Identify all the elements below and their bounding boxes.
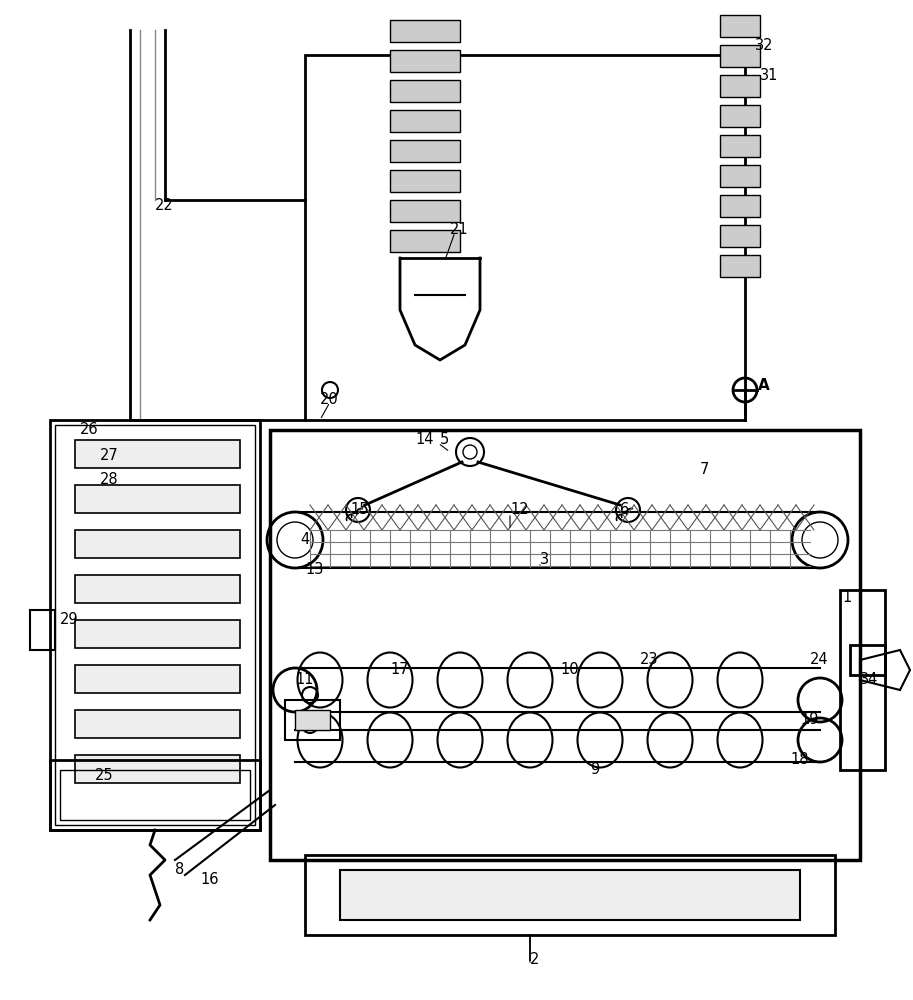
Text: 15: 15	[350, 502, 369, 518]
Bar	[55, 425, 255, 825]
Bar	[390, 50, 460, 72]
Text: 25: 25	[95, 768, 113, 782]
Bar	[295, 710, 330, 730]
Bar	[720, 75, 760, 97]
Text: 19: 19	[800, 712, 818, 728]
Bar	[720, 15, 760, 37]
Bar	[75, 620, 240, 648]
Text: 3: 3	[540, 552, 549, 568]
Bar	[285, 700, 340, 740]
Text: 2: 2	[530, 952, 540, 968]
Text: 34: 34	[860, 672, 878, 688]
Bar	[720, 195, 760, 217]
Bar	[390, 230, 460, 252]
Bar	[720, 255, 760, 277]
Text: 24: 24	[810, 652, 829, 668]
Text: 29: 29	[60, 612, 79, 628]
Bar	[390, 140, 460, 162]
Bar	[305, 55, 745, 420]
Text: 31: 31	[760, 68, 779, 83]
Bar	[75, 440, 240, 468]
Bar	[390, 80, 460, 102]
Text: 21: 21	[450, 223, 468, 237]
Text: 20: 20	[320, 392, 339, 408]
Text: 9: 9	[590, 762, 599, 778]
Bar	[390, 20, 460, 42]
Bar	[270, 430, 860, 860]
Bar	[75, 710, 240, 738]
Bar	[720, 225, 760, 247]
Bar	[30, 610, 55, 650]
Bar	[720, 165, 760, 187]
Text: 14: 14	[415, 432, 434, 448]
Text: 10: 10	[560, 662, 579, 678]
Bar	[75, 530, 240, 558]
Text: 17: 17	[390, 662, 409, 678]
Text: 1: 1	[842, 590, 851, 605]
Bar	[50, 420, 260, 830]
Bar	[50, 760, 260, 830]
Text: 5: 5	[440, 432, 449, 448]
Bar	[305, 855, 835, 935]
Bar	[720, 135, 760, 157]
Bar	[390, 200, 460, 222]
Bar	[390, 170, 460, 192]
Bar	[720, 45, 760, 67]
Bar	[75, 665, 240, 693]
Text: 7: 7	[700, 462, 709, 478]
Text: 18: 18	[790, 752, 809, 768]
Bar	[60, 770, 250, 820]
Bar	[75, 575, 240, 603]
Text: 32: 32	[755, 37, 773, 52]
Text: 11: 11	[295, 672, 313, 688]
Text: 13: 13	[305, 562, 323, 578]
Text: A: A	[758, 377, 770, 392]
Text: 8: 8	[175, 862, 184, 878]
Bar	[390, 110, 460, 132]
Text: 12: 12	[510, 502, 529, 518]
Text: 26: 26	[80, 422, 99, 438]
Bar	[850, 645, 885, 675]
Text: 27: 27	[100, 448, 119, 462]
Bar	[340, 870, 800, 920]
Text: 22: 22	[155, 198, 173, 213]
Text: 6: 6	[620, 502, 629, 518]
Text: 23: 23	[640, 652, 658, 668]
Bar	[720, 105, 760, 127]
Bar	[75, 485, 240, 513]
Bar	[75, 755, 240, 783]
Text: 16: 16	[200, 872, 218, 888]
Text: 28: 28	[100, 473, 119, 488]
Bar	[840, 590, 885, 770]
Text: 4: 4	[300, 532, 310, 548]
